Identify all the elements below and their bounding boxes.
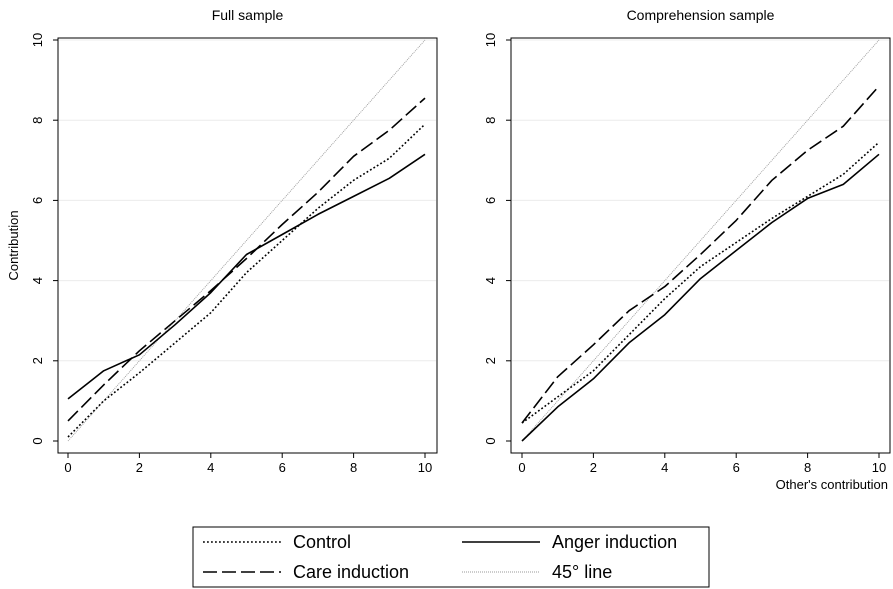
y-axis-title: Contribution <box>6 210 21 280</box>
x-tick-label: 4 <box>661 460 668 475</box>
series-control <box>67 123 426 438</box>
legend-label: Care induction <box>293 562 409 582</box>
y-tick-label: 4 <box>483 277 498 284</box>
y-tick-label: 2 <box>30 357 45 364</box>
x-tick-label: 6 <box>279 460 286 475</box>
x-tick-label: 8 <box>804 460 811 475</box>
legend-label: Control <box>293 532 351 552</box>
panel-2: 0 2 4 6 8 10 0 2 4 6 8 10 Comprehension sample Other'… <box>483 7 891 492</box>
legend: Control Anger induction Care induction 45° … <box>192 526 710 588</box>
series-45-line <box>67 39 426 442</box>
plot-area <box>57 37 438 454</box>
x-axis-title: Other's contribution <box>776 477 888 492</box>
y-tick-label: 8 <box>30 117 45 124</box>
legend-label: Anger induction <box>552 532 677 552</box>
legend-label: 45° line <box>552 562 612 582</box>
x-tick-label: 0 <box>64 460 71 475</box>
y-tick-label: 8 <box>483 117 498 124</box>
y-tick-label: 0 <box>30 437 45 444</box>
plot-area <box>510 37 891 454</box>
y-tick-label: 6 <box>483 197 498 204</box>
x-tick-label: 6 <box>733 460 740 475</box>
panel-title: Comprehension sample <box>627 7 775 23</box>
y-tick-label: 10 <box>30 33 45 47</box>
y-tick-label: 4 <box>30 277 45 284</box>
y-tick-label: 10 <box>483 33 498 47</box>
panel-title: Full sample <box>212 7 284 23</box>
x-tick-label: 2 <box>590 460 597 475</box>
panel-1: 0 2 4 6 8 10 0 2 4 6 8 10 Full sample Contribution <box>6 7 438 475</box>
x-tick-label: 8 <box>350 460 357 475</box>
y-tick-label: 2 <box>483 357 498 364</box>
series-45-line <box>521 39 880 442</box>
x-tick-label: 4 <box>207 460 214 475</box>
y-tick-label: 6 <box>30 197 45 204</box>
x-tick-label: 10 <box>418 460 432 475</box>
x-tick-label: 2 <box>136 460 143 475</box>
x-tick-label: 10 <box>872 460 886 475</box>
x-tick-label: 0 <box>518 460 525 475</box>
y-tick-label: 0 <box>483 437 498 444</box>
series-control <box>521 141 880 424</box>
series-anger-induction <box>521 153 880 442</box>
series-anger-induction <box>67 153 426 400</box>
series-care-induction <box>67 97 426 422</box>
series-care-induction <box>521 85 880 424</box>
legend-box <box>192 526 710 588</box>
